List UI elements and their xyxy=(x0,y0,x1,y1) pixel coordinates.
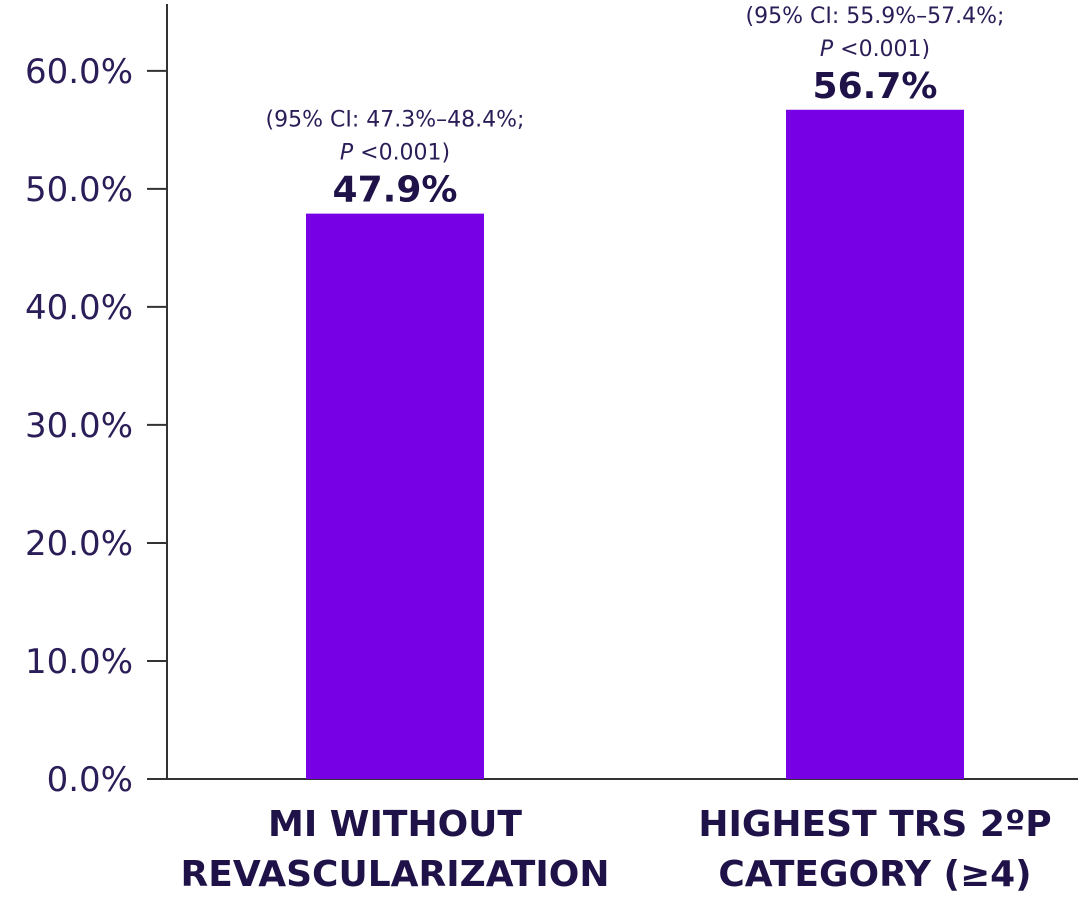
y-tick-label: 30.0% xyxy=(25,406,133,446)
x-category-label: MI WITHOUT xyxy=(268,804,522,845)
bar-value-label: 56.7% xyxy=(813,66,938,107)
bars xyxy=(306,109,964,780)
y-tick-label: 50.0% xyxy=(25,170,133,210)
bar-labels: 47.9% (95% CI: 47.3%–48.4%; P <0.001) 56.7%… xyxy=(266,4,1005,211)
bar-p-label: P <0.001) xyxy=(820,37,930,62)
y-tick-label: 10.0% xyxy=(25,642,133,682)
y-tick-label: 20.0% xyxy=(25,524,133,564)
x-category-label: HIGHEST TRS 2ºP xyxy=(698,804,1051,845)
bar xyxy=(306,213,484,780)
y-tick-label: 0.0% xyxy=(47,760,133,800)
bar-ci-label: (95% CI: 47.3%–48.4%; xyxy=(266,108,525,133)
x-category-label: CATEGORY (≥4) xyxy=(718,854,1031,895)
bar xyxy=(786,109,964,779)
bar-ci-label: (95% CI: 55.9%–57.4%; xyxy=(746,4,1005,29)
y-tick-label: 60.0% xyxy=(25,52,133,92)
x-axis: MI WITHOUT REVASCULARIZATION HIGHEST TRS 2… xyxy=(147,778,1078,895)
bar-p-label: P <0.001) xyxy=(340,141,450,166)
y-axis: 0.0% 10.0% 20.0% 30.0% 40.0% 50.0% 60.0% xyxy=(25,4,168,800)
x-category-label: REVASCULARIZATION xyxy=(181,854,610,895)
y-tick-label: 40.0% xyxy=(25,288,133,328)
bar-value-label: 47.9% xyxy=(333,170,458,211)
